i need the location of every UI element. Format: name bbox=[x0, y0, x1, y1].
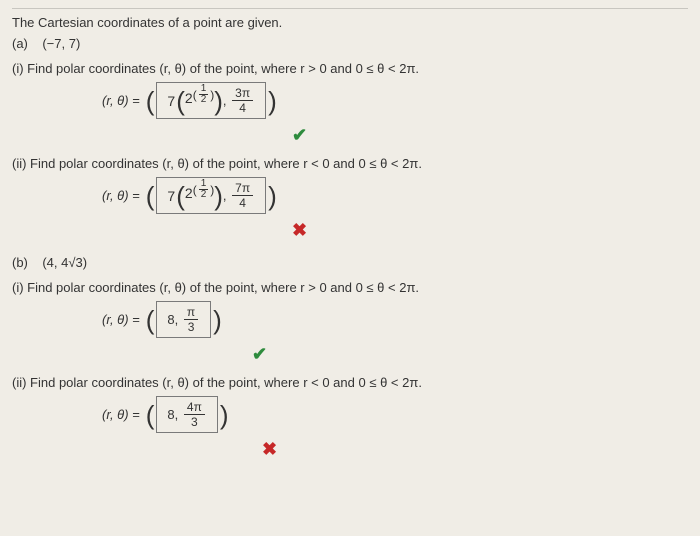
a-i-theta: 3π 4 bbox=[232, 87, 253, 114]
b-i-answer-line: (r, θ) = ( 8 , π 3 ) bbox=[102, 301, 224, 338]
open-paren: ( bbox=[146, 88, 155, 114]
part-b-point: (4, 4√3) bbox=[42, 255, 87, 270]
a-i-prompt: (i) Find polar coordinates (r, θ) of the… bbox=[12, 61, 688, 76]
b-ii-answer-box[interactable]: 8 , 4π 3 bbox=[156, 396, 217, 433]
a-i-lhs: (r, θ) = bbox=[102, 93, 140, 108]
b-ii-prompt: (ii) Find polar coordinates (r, θ) of th… bbox=[12, 375, 688, 390]
a-ii-prompt: (ii) Find polar coordinates (r, θ) of th… bbox=[12, 156, 688, 171]
top-rule bbox=[12, 8, 688, 9]
a-i-expr: 7 ( 2 (12) ) , 3π 4 bbox=[167, 87, 255, 114]
b-ii-answer-block: (r, θ) = ( 8 , 4π 3 ) ✖ bbox=[102, 394, 688, 460]
a-i-base: 2 bbox=[185, 90, 193, 106]
a-ii-lhs: (r, θ) = bbox=[102, 188, 140, 203]
a-i-answer-line: (r, θ) = ( 7 ( 2 (12) ) , 3π 4 bbox=[102, 82, 279, 119]
question-title: The Cartesian coordinates of a point are… bbox=[12, 15, 688, 30]
a-ii-answer-block: (r, θ) = ( 7 ( 2 (12) ) , 7π 4 bbox=[102, 175, 688, 241]
cross-icon: ✖ bbox=[262, 439, 277, 460]
check-icon: ✔ bbox=[252, 344, 267, 365]
a-i-answer-box[interactable]: 7 ( 2 (12) ) , 3π 4 bbox=[156, 82, 266, 119]
b-i-answer-block: (r, θ) = ( 8 , π 3 ) ✔ bbox=[102, 299, 688, 365]
part-b-label: (b) bbox=[12, 255, 28, 270]
b-ii-answer-line: (r, θ) = ( 8 , 4π 3 ) bbox=[102, 396, 231, 433]
a-ii-expr: 7 ( 2 (12) ) , 7π 4 bbox=[167, 182, 255, 209]
b-i-prompt: (i) Find polar coordinates (r, θ) of the… bbox=[12, 280, 688, 295]
close-paren: ) bbox=[268, 88, 277, 114]
part-a-point: (−7, 7) bbox=[42, 36, 80, 51]
check-icon: ✔ bbox=[292, 125, 307, 146]
part-a-header: (a) (−7, 7) bbox=[12, 36, 688, 51]
a-i-outer: 7 bbox=[167, 93, 175, 109]
b-i-answer-box[interactable]: 8 , π 3 bbox=[156, 301, 211, 338]
part-b-header: (b) (4, 4√3) bbox=[12, 255, 688, 270]
a-ii-answer-line: (r, θ) = ( 7 ( 2 (12) ) , 7π 4 bbox=[102, 177, 279, 214]
page: The Cartesian coordinates of a point are… bbox=[0, 0, 700, 536]
a-i-answer-block: (r, θ) = ( 7 ( 2 (12) ) , 3π 4 bbox=[102, 80, 688, 146]
part-a-label: (a) bbox=[12, 36, 28, 51]
a-ii-answer-box[interactable]: 7 ( 2 (12) ) , 7π 4 bbox=[156, 177, 266, 214]
cross-icon: ✖ bbox=[292, 220, 307, 241]
